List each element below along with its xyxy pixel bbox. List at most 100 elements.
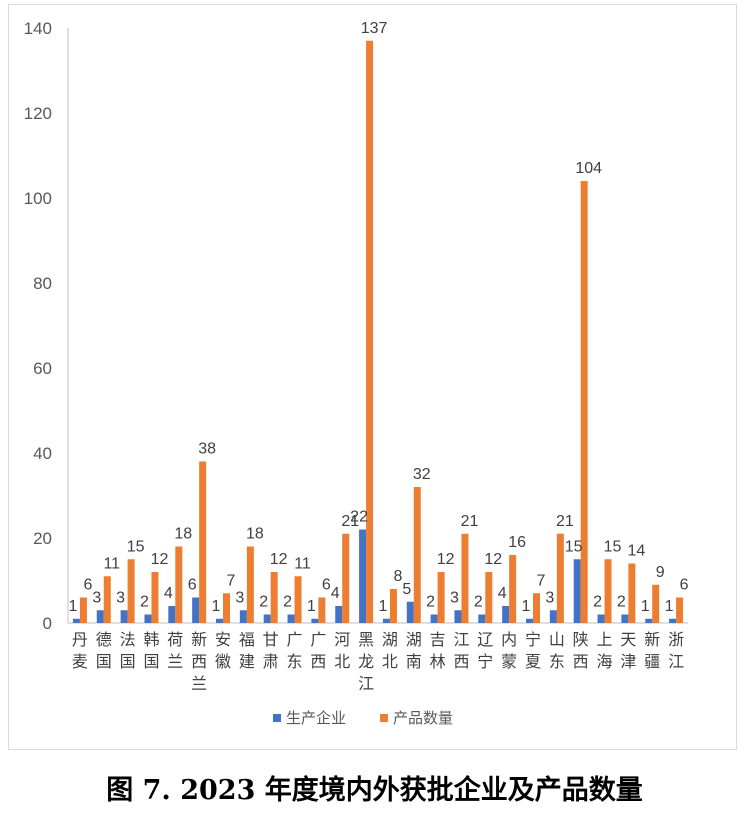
data-label-product: 6 [322,577,331,594]
data-label-product: 21 [341,513,359,530]
category-label: 东 [287,652,303,671]
data-label-producer: 2 [617,594,626,611]
data-label-product: 38 [198,441,216,458]
data-label-product: 104 [575,160,602,177]
category-label: 兰 [191,674,207,693]
category-label: 宁 [525,630,541,649]
category-label: 陕 [573,630,589,649]
data-label-producer: 3 [235,589,244,606]
category-label: 湖 [382,630,398,649]
category-label: 新 [644,630,660,649]
category-label: 海 [597,652,613,671]
data-label-producer: 3 [116,589,125,606]
bar-product [580,181,588,623]
legend-label-producer: 生产企业 [286,709,346,727]
bar-producer [597,614,605,623]
bar-producer [621,614,629,623]
data-label-product: 11 [294,555,311,572]
category-label: 肃 [263,652,279,671]
bar-producer [645,618,653,623]
y-tick-label: 20 [33,529,52,548]
category-label: 龙 [358,652,374,671]
category-label: 韩 [143,630,159,649]
bar-product [485,572,493,623]
category-label: 安 [215,630,231,649]
bar-product [127,559,135,623]
bar-product [533,593,540,623]
data-label-product: 12 [437,551,455,568]
data-label-product: 15 [604,538,622,555]
category-label: 山 [549,630,565,649]
data-label-producer: 3 [450,589,459,606]
data-label-producer: 4 [164,585,173,602]
data-label-product: 21 [461,513,479,530]
category-label: 津 [620,652,636,671]
y-tick-label: 140 [24,19,52,38]
bar-producer [573,559,581,623]
legend-swatch-producer [273,714,281,722]
data-label-producer: 22 [350,509,368,526]
data-label-producer: 2 [283,594,292,611]
y-axis-tick-labels: 0 20 40 60 80 100 120 140 [24,19,52,633]
bar-product [652,584,660,623]
bar-product [461,533,469,623]
data-label-producer: 4 [498,585,507,602]
data-label-producer: 2 [593,594,602,611]
bar-producer [287,614,295,623]
y-tick-label: 40 [33,444,52,463]
category-label: 辽 [477,630,493,649]
data-label-producer: 1 [641,598,650,615]
category-label: 荷 [167,630,183,649]
bar-product [294,576,302,623]
figure-caption: 图 7. 2023 年度境内外获批企业及产品数量 [106,775,643,806]
category-label: 宁 [477,652,493,671]
category-label: 上 [597,630,613,649]
bar-producer [382,618,390,623]
bar-product [413,487,421,623]
bar-producer [549,610,557,623]
bar-producer [478,614,486,623]
category-label: 国 [120,652,136,671]
bar-product [246,546,254,623]
category-label: 江 [668,652,684,671]
data-label-product: 7 [537,572,546,589]
y-tick-label: 100 [24,189,52,208]
bar-product [604,559,612,623]
bar-product [151,572,159,623]
legend-label-product: 产品数量 [393,709,453,727]
data-label-product: 137 [361,20,388,37]
category-label: 德 [96,630,112,649]
bar-product [366,40,374,623]
category-label: 广 [287,630,303,649]
data-label-product: 21 [556,513,574,530]
bar-producer [263,614,271,623]
category-label: 兰 [167,652,183,671]
data-label-product: 8 [393,568,402,585]
data-label-product: 11 [103,555,120,572]
data-label-producer: 2 [426,594,435,611]
bar-product [342,533,350,623]
bar-producer [430,614,438,623]
data-label-product: 7 [227,572,236,589]
data-label-product: 15 [127,538,145,555]
y-tick-label: 80 [33,274,52,293]
bar-producer [359,529,367,623]
data-label-producer: 4 [331,585,340,602]
bar-producer [502,606,510,623]
bars-group [72,40,684,623]
category-label: 甘 [263,630,279,649]
data-label-product: 16 [508,534,526,551]
data-label-producer: 1 [212,598,221,615]
category-label: 徽 [215,652,231,671]
data-label-producer: 2 [259,594,268,611]
legend: 生产企业 产品数量 [273,709,453,727]
category-label: 广 [310,630,326,649]
legend-swatch-product [380,714,388,722]
category-label: 北 [334,652,350,671]
bar-product [223,593,230,623]
category-label: 西 [310,652,326,671]
bar-product [79,597,87,623]
data-label-producer: 5 [402,581,411,598]
data-label-product: 18 [246,526,264,543]
